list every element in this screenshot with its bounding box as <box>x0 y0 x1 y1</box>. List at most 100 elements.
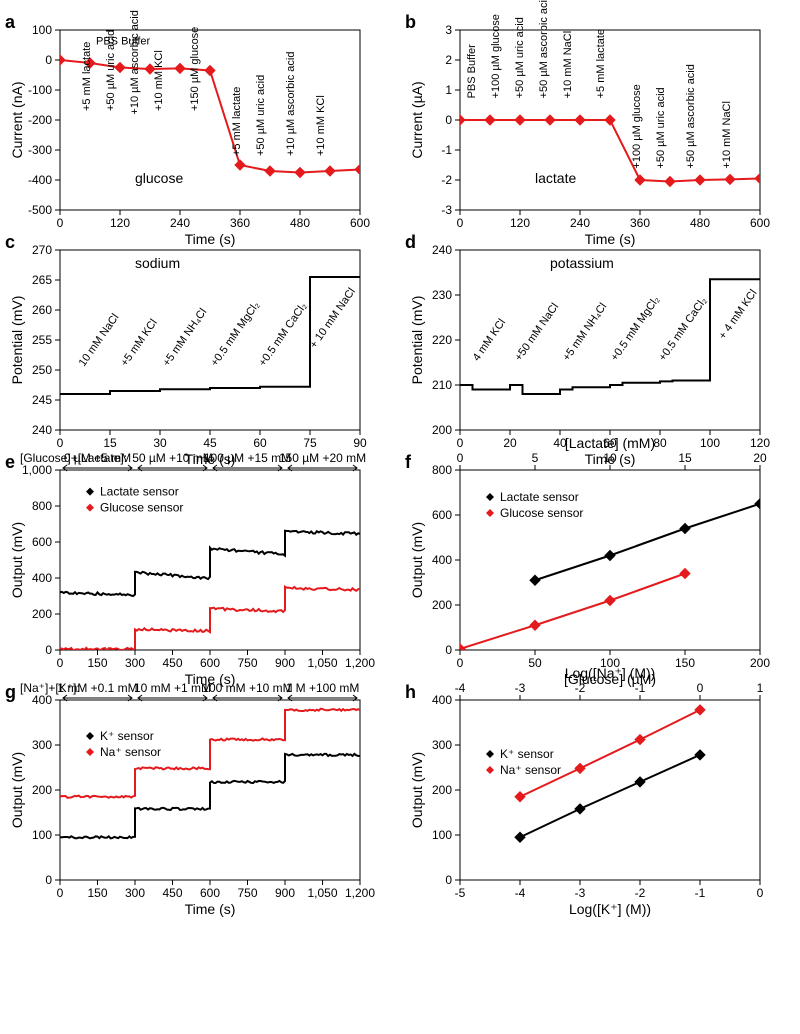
svg-text:400: 400 <box>32 571 52 585</box>
svg-text:PBS Buffer: PBS Buffer <box>466 44 478 99</box>
svg-text:-2: -2 <box>575 681 586 695</box>
svg-text:0: 0 <box>757 886 764 900</box>
svg-text:120: 120 <box>510 216 530 230</box>
panel-label-c: c <box>5 232 15 253</box>
svg-text:50 µM +10 mM: 50 µM +10 mM <box>132 451 213 465</box>
svg-text:-200: -200 <box>28 113 52 127</box>
svg-text:300: 300 <box>125 656 145 670</box>
svg-text:400: 400 <box>432 693 452 707</box>
svg-text:Potential (mV): Potential (mV) <box>9 296 25 385</box>
svg-text:+10 mM NaCl: +10 mM NaCl <box>562 31 574 99</box>
svg-text:0: 0 <box>57 886 64 900</box>
svg-text:+50 µM uric acid: +50 µM uric acid <box>655 87 667 168</box>
svg-text:200: 200 <box>432 423 452 437</box>
svg-text:0: 0 <box>457 451 464 465</box>
svg-text:150 µM +20 mM: 150 µM +20 mM <box>279 451 366 465</box>
svg-text:800: 800 <box>432 463 452 477</box>
svg-text:+5 mM KCl: +5 mM KCl <box>119 317 160 369</box>
svg-text:4 mM KCl: 4 mM KCl <box>471 317 509 363</box>
svg-text:Lactate sensor: Lactate sensor <box>500 490 579 504</box>
svg-text:240: 240 <box>432 243 452 257</box>
svg-text:0: 0 <box>457 656 464 670</box>
svg-text:+100 µM glucose: +100 µM glucose <box>631 84 643 168</box>
svg-text:1,000: 1,000 <box>22 463 52 477</box>
svg-text:+50 µM uric acid: +50 µM uric acid <box>255 75 267 156</box>
svg-text:-300: -300 <box>28 143 52 157</box>
svg-text:0: 0 <box>445 873 452 887</box>
svg-text:+10 mM KCl: +10 mM KCl <box>153 50 165 111</box>
svg-text:Potential (mV): Potential (mV) <box>409 296 425 385</box>
svg-text:600: 600 <box>432 508 452 522</box>
svg-text:+0.5 mM CaCl₂: +0.5 mM CaCl₂ <box>257 301 310 369</box>
svg-text:300: 300 <box>432 738 452 752</box>
svg-text:+ 10 mM NaCl: + 10 mM NaCl <box>308 286 358 351</box>
svg-text:200: 200 <box>32 607 52 621</box>
svg-text:0: 0 <box>457 216 464 230</box>
svg-text:Time (s): Time (s) <box>185 901 236 917</box>
svg-text:0: 0 <box>445 643 452 657</box>
svg-text:100: 100 <box>432 828 452 842</box>
svg-text:240: 240 <box>32 423 52 437</box>
svg-text:265: 265 <box>32 273 52 287</box>
svg-text:-2: -2 <box>635 886 646 900</box>
svg-text:0: 0 <box>45 643 52 657</box>
panel-label-g: g <box>5 682 16 703</box>
svg-text:+50 µM ascorbic acid: +50 µM ascorbic acid <box>685 64 697 168</box>
svg-text:360: 360 <box>630 216 650 230</box>
svg-text:15: 15 <box>678 451 692 465</box>
svg-text:1,200: 1,200 <box>345 886 375 900</box>
svg-text:-1: -1 <box>635 681 646 695</box>
svg-text:245: 245 <box>32 393 52 407</box>
panel-label-f: f <box>405 452 411 473</box>
svg-text:900: 900 <box>275 886 295 900</box>
svg-text:360: 360 <box>230 216 250 230</box>
svg-text:200: 200 <box>750 656 770 670</box>
svg-text:Glucose sensor: Glucose sensor <box>500 506 583 520</box>
svg-text:150: 150 <box>87 886 107 900</box>
svg-text:450: 450 <box>162 656 182 670</box>
svg-text:1 mM +0.1 mM: 1 mM +0.1 mM <box>57 681 137 695</box>
svg-text:-100: -100 <box>28 83 52 97</box>
svg-text:600: 600 <box>32 535 52 549</box>
svg-text:600: 600 <box>350 216 370 230</box>
svg-text:200: 200 <box>32 783 52 797</box>
svg-text:Lactate sensor: Lactate sensor <box>100 485 179 499</box>
svg-text:+10 mM KCl: +10 mM KCl <box>315 95 327 156</box>
panel-label-h: h <box>405 682 416 703</box>
panel-b: 0120240360480600Time (s)-3-2-10123Curren… <box>410 25 765 255</box>
svg-text:sodium: sodium <box>135 255 180 271</box>
svg-text:+10 µM ascorbic acid: +10 µM ascorbic acid <box>129 10 141 114</box>
svg-text:300: 300 <box>125 886 145 900</box>
svg-text:Output (mV): Output (mV) <box>9 752 25 828</box>
svg-text:0: 0 <box>45 53 52 67</box>
svg-text:1,050: 1,050 <box>307 656 337 670</box>
panel-g: 01503004506007509001,0501,200Time (s)010… <box>10 673 365 925</box>
svg-text:Current (µA): Current (µA) <box>409 81 425 158</box>
svg-text:Current (nA): Current (nA) <box>9 81 25 158</box>
svg-text:-3: -3 <box>575 886 586 900</box>
svg-text:900: 900 <box>275 656 295 670</box>
svg-text:0: 0 <box>57 656 64 670</box>
svg-text:Output (mV): Output (mV) <box>409 522 425 598</box>
svg-text:600: 600 <box>750 216 770 230</box>
svg-text:480: 480 <box>290 216 310 230</box>
svg-text:+0.5 mM MgCl₂: +0.5 mM MgCl₂ <box>209 300 262 369</box>
svg-text:10 mM NaCl: 10 mM NaCl <box>77 312 122 369</box>
svg-text:800: 800 <box>32 499 52 513</box>
svg-text:+5 mM NH₄Cl: +5 mM NH₄Cl <box>561 301 610 363</box>
svg-text:+5 mM lactate: +5 mM lactate <box>81 42 93 111</box>
svg-text:+5 mM lactate: +5 mM lactate <box>231 87 243 156</box>
svg-text:0 µM +5 mM: 0 µM +5 mM <box>64 451 131 465</box>
svg-text:250: 250 <box>32 363 52 377</box>
svg-text:240: 240 <box>170 216 190 230</box>
svg-text:1 M +100 mM: 1 M +100 mM <box>286 681 360 695</box>
svg-text:+50 µM uric acid: +50 µM uric acid <box>514 17 526 98</box>
svg-text:260: 260 <box>32 303 52 317</box>
svg-text:480: 480 <box>690 216 710 230</box>
svg-text:+0.5 mM CaCl₂: +0.5 mM CaCl₂ <box>657 295 710 363</box>
svg-text:10 mM +1 mM: 10 mM +1 mM <box>134 681 211 695</box>
panel-label-d: d <box>405 232 416 253</box>
svg-text:150: 150 <box>675 656 695 670</box>
svg-text:210: 210 <box>432 378 452 392</box>
svg-text:glucose: glucose <box>135 170 183 186</box>
